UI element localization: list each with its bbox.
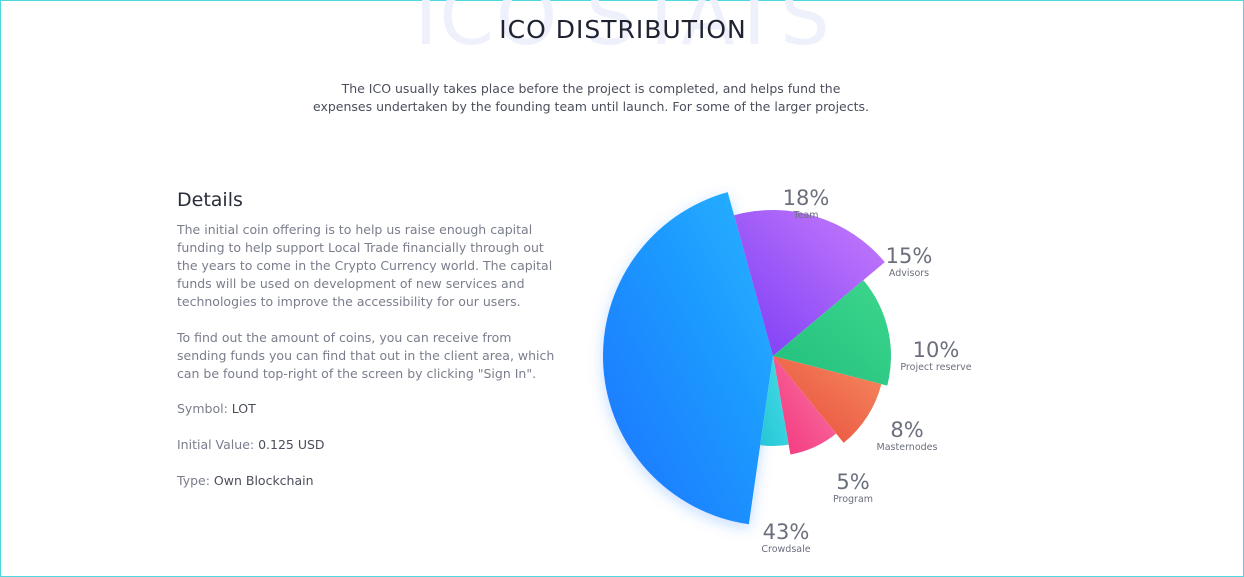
distribution-pie-chart: 18%Team 15%Advisors 10%Project reserve 8%Ma… [602, 186, 972, 555]
slice-category-label: Crowdsale [761, 544, 810, 555]
pie-slice-program [760, 356, 789, 447]
pie-slice-advisors [773, 280, 892, 386]
type-row: Type: Own Blockchain [177, 473, 314, 488]
slice-category-label: Team [792, 210, 818, 221]
slice-category-label: Project reserve [900, 362, 971, 373]
pie-slice-project-reserve [773, 356, 882, 443]
slice-percent-label: 18% [783, 186, 830, 210]
slice-category-label: Program [833, 494, 873, 505]
pie-slice-crowdsale [602, 192, 773, 525]
initial-value-value: 0.125 USD [258, 437, 325, 452]
type-label: Type: [177, 473, 210, 488]
page-subtitle: The ICO usually takes place before the p… [312, 81, 870, 114]
symbol-label: Symbol: [177, 401, 228, 416]
pie-slice-masternodes [773, 356, 837, 455]
pie-slice-team [734, 209, 885, 356]
symbol-value: LOT [231, 401, 256, 416]
slice-percent-label: 43% [763, 520, 810, 544]
page-title: ICO DISTRIBUTION [499, 15, 747, 44]
slice-percent-label: 10% [913, 338, 960, 362]
slice-percent-label: 15% [886, 244, 933, 268]
details-heading: Details [177, 189, 243, 211]
initial-value-row: Initial Value: 0.125 USD [177, 437, 325, 452]
details-paragraph-2: To find out the amount of coins, you can… [177, 330, 555, 381]
slice-category-label: Masternodes [877, 442, 938, 453]
background-watermark-title: ICO STATS [414, 0, 832, 63]
slice-percent-label: 8% [890, 418, 923, 442]
slice-percent-label: 5% [836, 470, 869, 494]
details-body: The initial coin offering is to help us … [177, 221, 562, 383]
initial-value-label: Initial Value: [177, 437, 255, 452]
type-value: Own Blockchain [213, 473, 314, 488]
symbol-row: Symbol: LOT [177, 401, 256, 416]
slice-category-label: Advisors [889, 268, 929, 279]
details-paragraph-1: The initial coin offering is to help us … [177, 222, 553, 309]
